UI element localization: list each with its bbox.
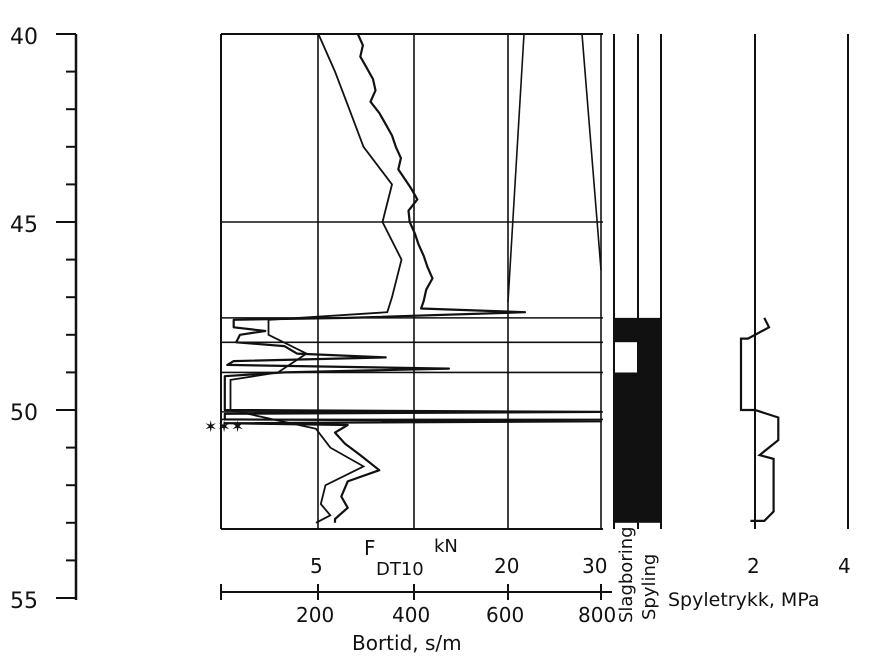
bortid-tick-800: 800 <box>578 603 616 627</box>
pressure-tick-4: 4 <box>838 554 851 578</box>
method-blocks <box>614 317 661 523</box>
force-label-unit: kN <box>434 536 458 557</box>
plot-frame <box>220 33 603 530</box>
reference-depth-lines <box>221 221 603 421</box>
pressure-grid <box>754 34 849 529</box>
force-label-sub: DT10 <box>376 559 424 580</box>
bortid-tick-400: 400 <box>392 603 430 627</box>
method-block-slagboring <box>614 317 638 343</box>
depth-tick-40: 40 <box>10 25 38 50</box>
spyletrykk-line <box>739 317 780 523</box>
force-label-main: F <box>364 536 376 560</box>
bortid-tick-600: 600 <box>486 603 524 627</box>
bortid-profile-line <box>229 33 403 524</box>
bortid-tick-200: 200 <box>296 603 334 627</box>
pressure-tick-2: 2 <box>747 554 760 578</box>
bortid-axis-label: Bortid, s/m <box>352 631 462 655</box>
pressure-axis: 2 4 Spyletrykk, MPa <box>668 554 851 611</box>
depth-axis: 40 45 50 55 <box>10 25 78 614</box>
depth-tick-55: 55 <box>10 589 38 614</box>
pressure-axis-label: Spyletrykk, MPa <box>668 589 820 611</box>
method-label-spyling: Spyling <box>639 554 660 620</box>
method-label-slagboring: Slagboring <box>616 526 637 623</box>
diagonal-guides <box>507 33 602 303</box>
force-tick-20: 20 <box>494 554 519 578</box>
depth-tick-45: 45 <box>10 213 38 238</box>
force-profile-line <box>223 33 603 523</box>
method-block-spyling <box>638 317 661 523</box>
method-gap <box>615 342 637 373</box>
force-tick-5: 5 <box>310 554 323 578</box>
force-tick-30: 30 <box>582 554 607 578</box>
bortid-axis: 200 400 600 800 Bortid, s/m <box>220 584 616 655</box>
depth-tick-50: 50 <box>10 401 38 426</box>
method-block-slagboring <box>614 372 638 523</box>
method-labels: Slagboring Spyling <box>616 526 660 623</box>
rock-marker: ✶✶✶ <box>204 417 244 436</box>
force-axis: 5 20 30 F DT10 kN <box>310 536 607 580</box>
